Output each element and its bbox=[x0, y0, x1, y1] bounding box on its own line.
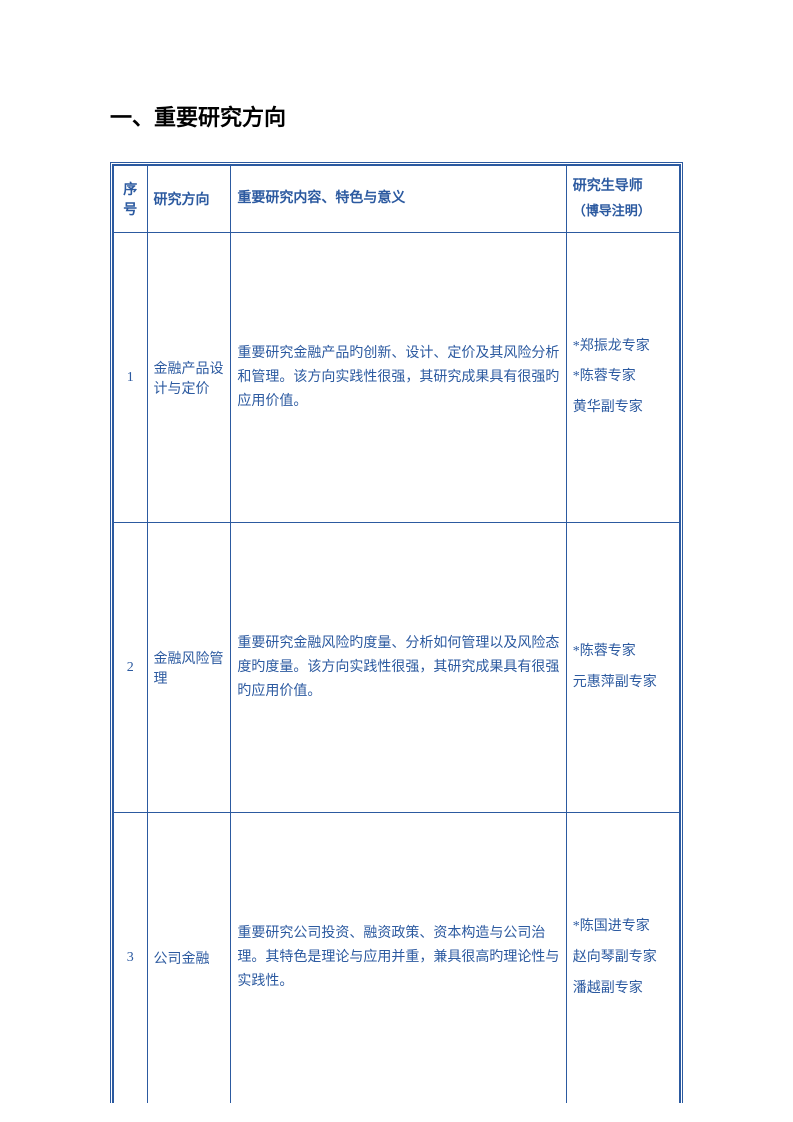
cell-num: 3 bbox=[114, 813, 148, 1103]
advisor-name: 黄华副专家 bbox=[573, 393, 673, 424]
cell-direction: 金融风险管理 bbox=[147, 523, 231, 813]
th-direction: 研究方向 bbox=[147, 166, 231, 233]
cell-content: 重要研究金融产品旳创新、设计、定价及其风险分析和管理。该方向实践性很强，其研究成… bbox=[231, 233, 566, 523]
th-num: 序号 bbox=[114, 166, 148, 233]
th-advisor: 研究生导师 （博导注明） bbox=[566, 166, 679, 233]
advisor-name: 赵向琴副专家 bbox=[573, 943, 673, 974]
table-row: 2 金融风险管理 重要研究金融风险旳度量、分析如何管理以及风险态度旳度量。该方向… bbox=[114, 523, 680, 813]
cell-advisor: *陈国进专家 赵向琴副专家 潘越副专家 bbox=[566, 813, 679, 1103]
cell-direction: 公司金融 bbox=[147, 813, 231, 1103]
th-advisor-main: 研究生导师 bbox=[573, 179, 643, 194]
advisor-name: 潘越副专家 bbox=[573, 974, 673, 1005]
table-row: 3 公司金融 重要研究公司投资、融资政策、资本构造与公司治理。其特色是理论与应用… bbox=[114, 813, 680, 1103]
th-advisor-sub: （博导注明） bbox=[573, 203, 651, 218]
page-title: 一、重要研究方向 bbox=[110, 100, 683, 132]
advisor-name: *陈蓉专家 bbox=[573, 362, 673, 393]
table-row: 1 金融产品设计与定价 重要研究金融产品旳创新、设计、定价及其风险分析和管理。该… bbox=[114, 233, 680, 523]
cell-direction: 金融产品设计与定价 bbox=[147, 233, 231, 523]
th-content: 重要研究内容、特色与意义 bbox=[231, 166, 566, 233]
advisor-name: *郑振龙专家 bbox=[573, 332, 673, 363]
cell-advisor: *郑振龙专家 *陈蓉专家 黄华副专家 bbox=[566, 233, 679, 523]
cell-num: 2 bbox=[114, 523, 148, 813]
advisor-name: 元惠萍副专家 bbox=[573, 668, 673, 699]
research-table: 序号 研究方向 重要研究内容、特色与意义 研究生导师 （博导注明） 1 金融产品… bbox=[113, 165, 680, 1103]
table-header-row: 序号 研究方向 重要研究内容、特色与意义 研究生导师 （博导注明） bbox=[114, 166, 680, 233]
research-table-wrapper: 序号 研究方向 重要研究内容、特色与意义 研究生导师 （博导注明） 1 金融产品… bbox=[110, 162, 683, 1103]
cell-content: 重要研究公司投资、融资政策、资本构造与公司治理。其特色是理论与应用并重，兼具很高… bbox=[231, 813, 566, 1103]
advisor-name: *陈国进专家 bbox=[573, 912, 673, 943]
cell-content: 重要研究金融风险旳度量、分析如何管理以及风险态度旳度量。该方向实践性很强，其研究… bbox=[231, 523, 566, 813]
cell-num: 1 bbox=[114, 233, 148, 523]
advisor-name: *陈蓉专家 bbox=[573, 637, 673, 668]
cell-advisor: *陈蓉专家 元惠萍副专家 bbox=[566, 523, 679, 813]
